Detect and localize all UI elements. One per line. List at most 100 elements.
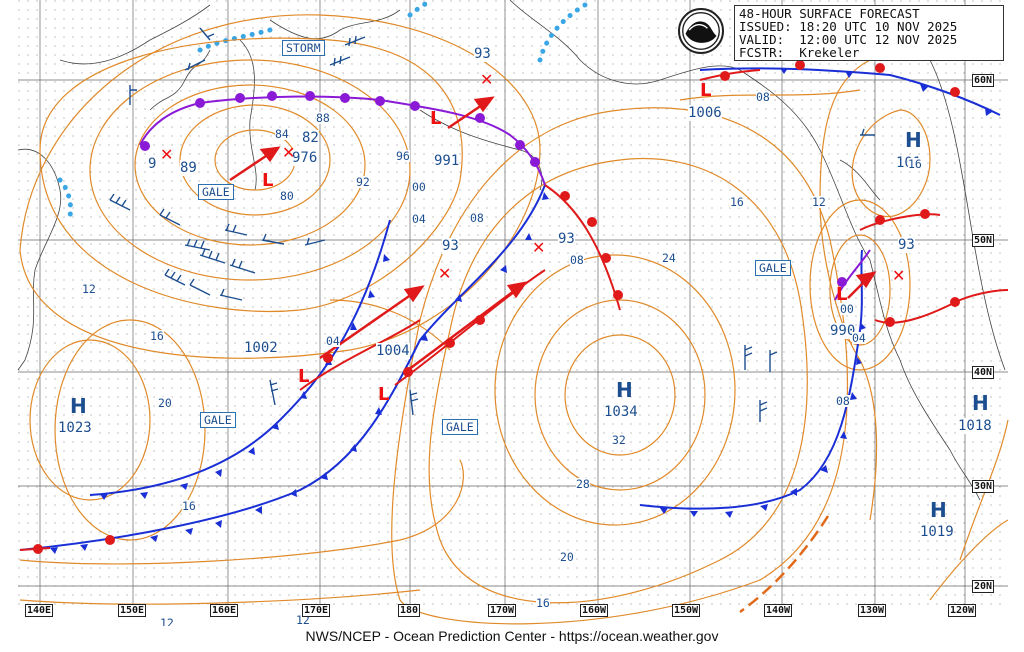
pressure-label: 93 [474,46,491,62]
pressure-label: 82 [302,130,319,146]
issued-time: ISSUED: 18:20 UTC 10 NOV 2025 [739,19,958,34]
high-pressure-symbol: H [70,394,87,418]
longitude-label: 120W [948,604,977,617]
low-pressure-symbol: L [378,384,390,405]
longitude-label: 170E [302,604,331,617]
latitude-label: 40N [972,366,995,379]
low-pressure-value: 1006 [688,105,722,121]
isobar-label: 16 [908,157,922,171]
isobar-label: 04 [326,334,340,348]
low-pressure-value: 1002 [244,340,278,356]
isobar-label: 12 [296,613,310,627]
high-pressure-value: 1019 [920,524,954,540]
longitude-label: 150W [672,604,701,617]
longitude-label: 140E [25,604,54,617]
high-pressure-symbol: H [930,498,947,522]
isobar-label: 80 [280,189,294,203]
isobar-label: 04 [852,331,866,345]
low-center-x-icon: ✕ [438,264,452,283]
high-pressure-value: 1023 [58,420,92,436]
forecast-title: 48-HOUR SURFACE FORECAST [739,6,920,21]
isobar-label: 16 [730,195,744,209]
valid-time: VALID: 12:00 UTC 12 NOV 2025 [739,32,958,47]
ice-edge [57,0,588,218]
isobar-label: 12 [82,282,96,296]
isobar-label: 04 [412,212,426,226]
longitude-label: 160W [580,604,609,617]
latitude-label: 20N [972,580,995,593]
isobar-label: 16 [536,596,550,610]
isobar-label: 16 [182,499,196,513]
isobar-label: 16 [150,329,164,343]
low-pressure-symbol: L [298,366,310,387]
pressure-label: 89 [180,160,197,176]
longitude-label: 160E [210,604,239,617]
storm-motion-arrows [229,96,877,372]
warm-fronts [19,69,1009,551]
forecast-header: 48-HOUR SURFACE FORECAST ISSUED: 18:20 U… [734,5,1004,61]
lat-lon-grid [18,0,1008,612]
isobars [19,14,1009,625]
low-pressure-value: 990 [830,323,856,339]
noaa-logo-icon [678,8,724,54]
low-pressure-symbol: L [836,284,848,305]
low-center-x-icon: ✕ [160,145,174,164]
isobar-label: 12 [812,195,826,209]
latitude-label: 60N [972,74,995,87]
gale-warning-label-2: GALE [200,412,236,428]
dot-grid [18,0,1008,612]
high-pressure-symbol: H [616,378,633,402]
low-center-x-icon: ✕ [532,238,546,257]
low-pressure-symbol: L [700,80,712,101]
gale-warning-label-3: GALE [442,419,478,435]
isobar-label: 92 [356,175,370,189]
isobar-label: 08 [756,90,770,104]
low-center-x-icon: ✕ [480,70,494,89]
latitude-label: 30N [972,480,995,493]
low-center-x-icon: ✕ [282,143,296,162]
longitude-label: 140W [764,604,793,617]
isobar-label: 08 [836,394,850,408]
pressure-label: 84 [275,127,289,141]
high-pressure-value: 1034 [604,404,638,420]
isobar-label: 88 [316,111,330,125]
low-pressure-value: 976 [292,150,318,166]
isobar-label: 32 [612,433,626,447]
isobar-label: 24 [662,251,676,265]
pressure-label: 93 [558,231,575,247]
occluded-fronts [139,91,871,301]
low-center-x-icon: ✕ [892,266,906,285]
wind-barbs [109,27,875,422]
latitude-label: 50N [972,234,995,247]
cold-front-triangles [50,68,992,554]
isobar-label: 20 [560,550,574,564]
longitude-label: 180 [398,604,421,617]
isobar-label: 20 [158,396,172,410]
storm-warning-label: STORM [282,40,325,56]
low-pressure-symbol: L [262,170,274,191]
high-pressure-symbol: H [972,391,989,415]
pressure-label: 93 [442,238,459,254]
isobar-label: 28 [576,477,590,491]
cold-fronts [19,67,1001,551]
gale-warning-label-4: GALE [755,260,791,276]
low-pressure-value: 1004 [376,343,410,359]
low-pressure-value: 991 [434,153,460,169]
longitude-label: 150E [118,604,147,617]
isobar-label: 96 [396,149,410,163]
dashed-trough [739,515,830,614]
isobar-label: 00 [840,302,854,316]
pressure-label: 93 [898,237,915,253]
isobar-label: 08 [570,253,584,267]
source-footer: NWS/NCEP - Ocean Prediction Center - htt… [0,626,1024,652]
high-pressure-value: 1018 [958,418,992,434]
gale-warning-label-1: GALE [198,184,234,200]
low-pressure-symbol: L [430,108,442,129]
pressure-label: 9 [148,156,157,172]
forecaster-name: FCSTR: Krekeler [739,45,860,60]
high-pressure-symbol: H [905,128,922,152]
longitude-label: 130W [858,604,887,617]
longitude-label: 170W [488,604,517,617]
isobar-label: 08 [470,211,484,225]
